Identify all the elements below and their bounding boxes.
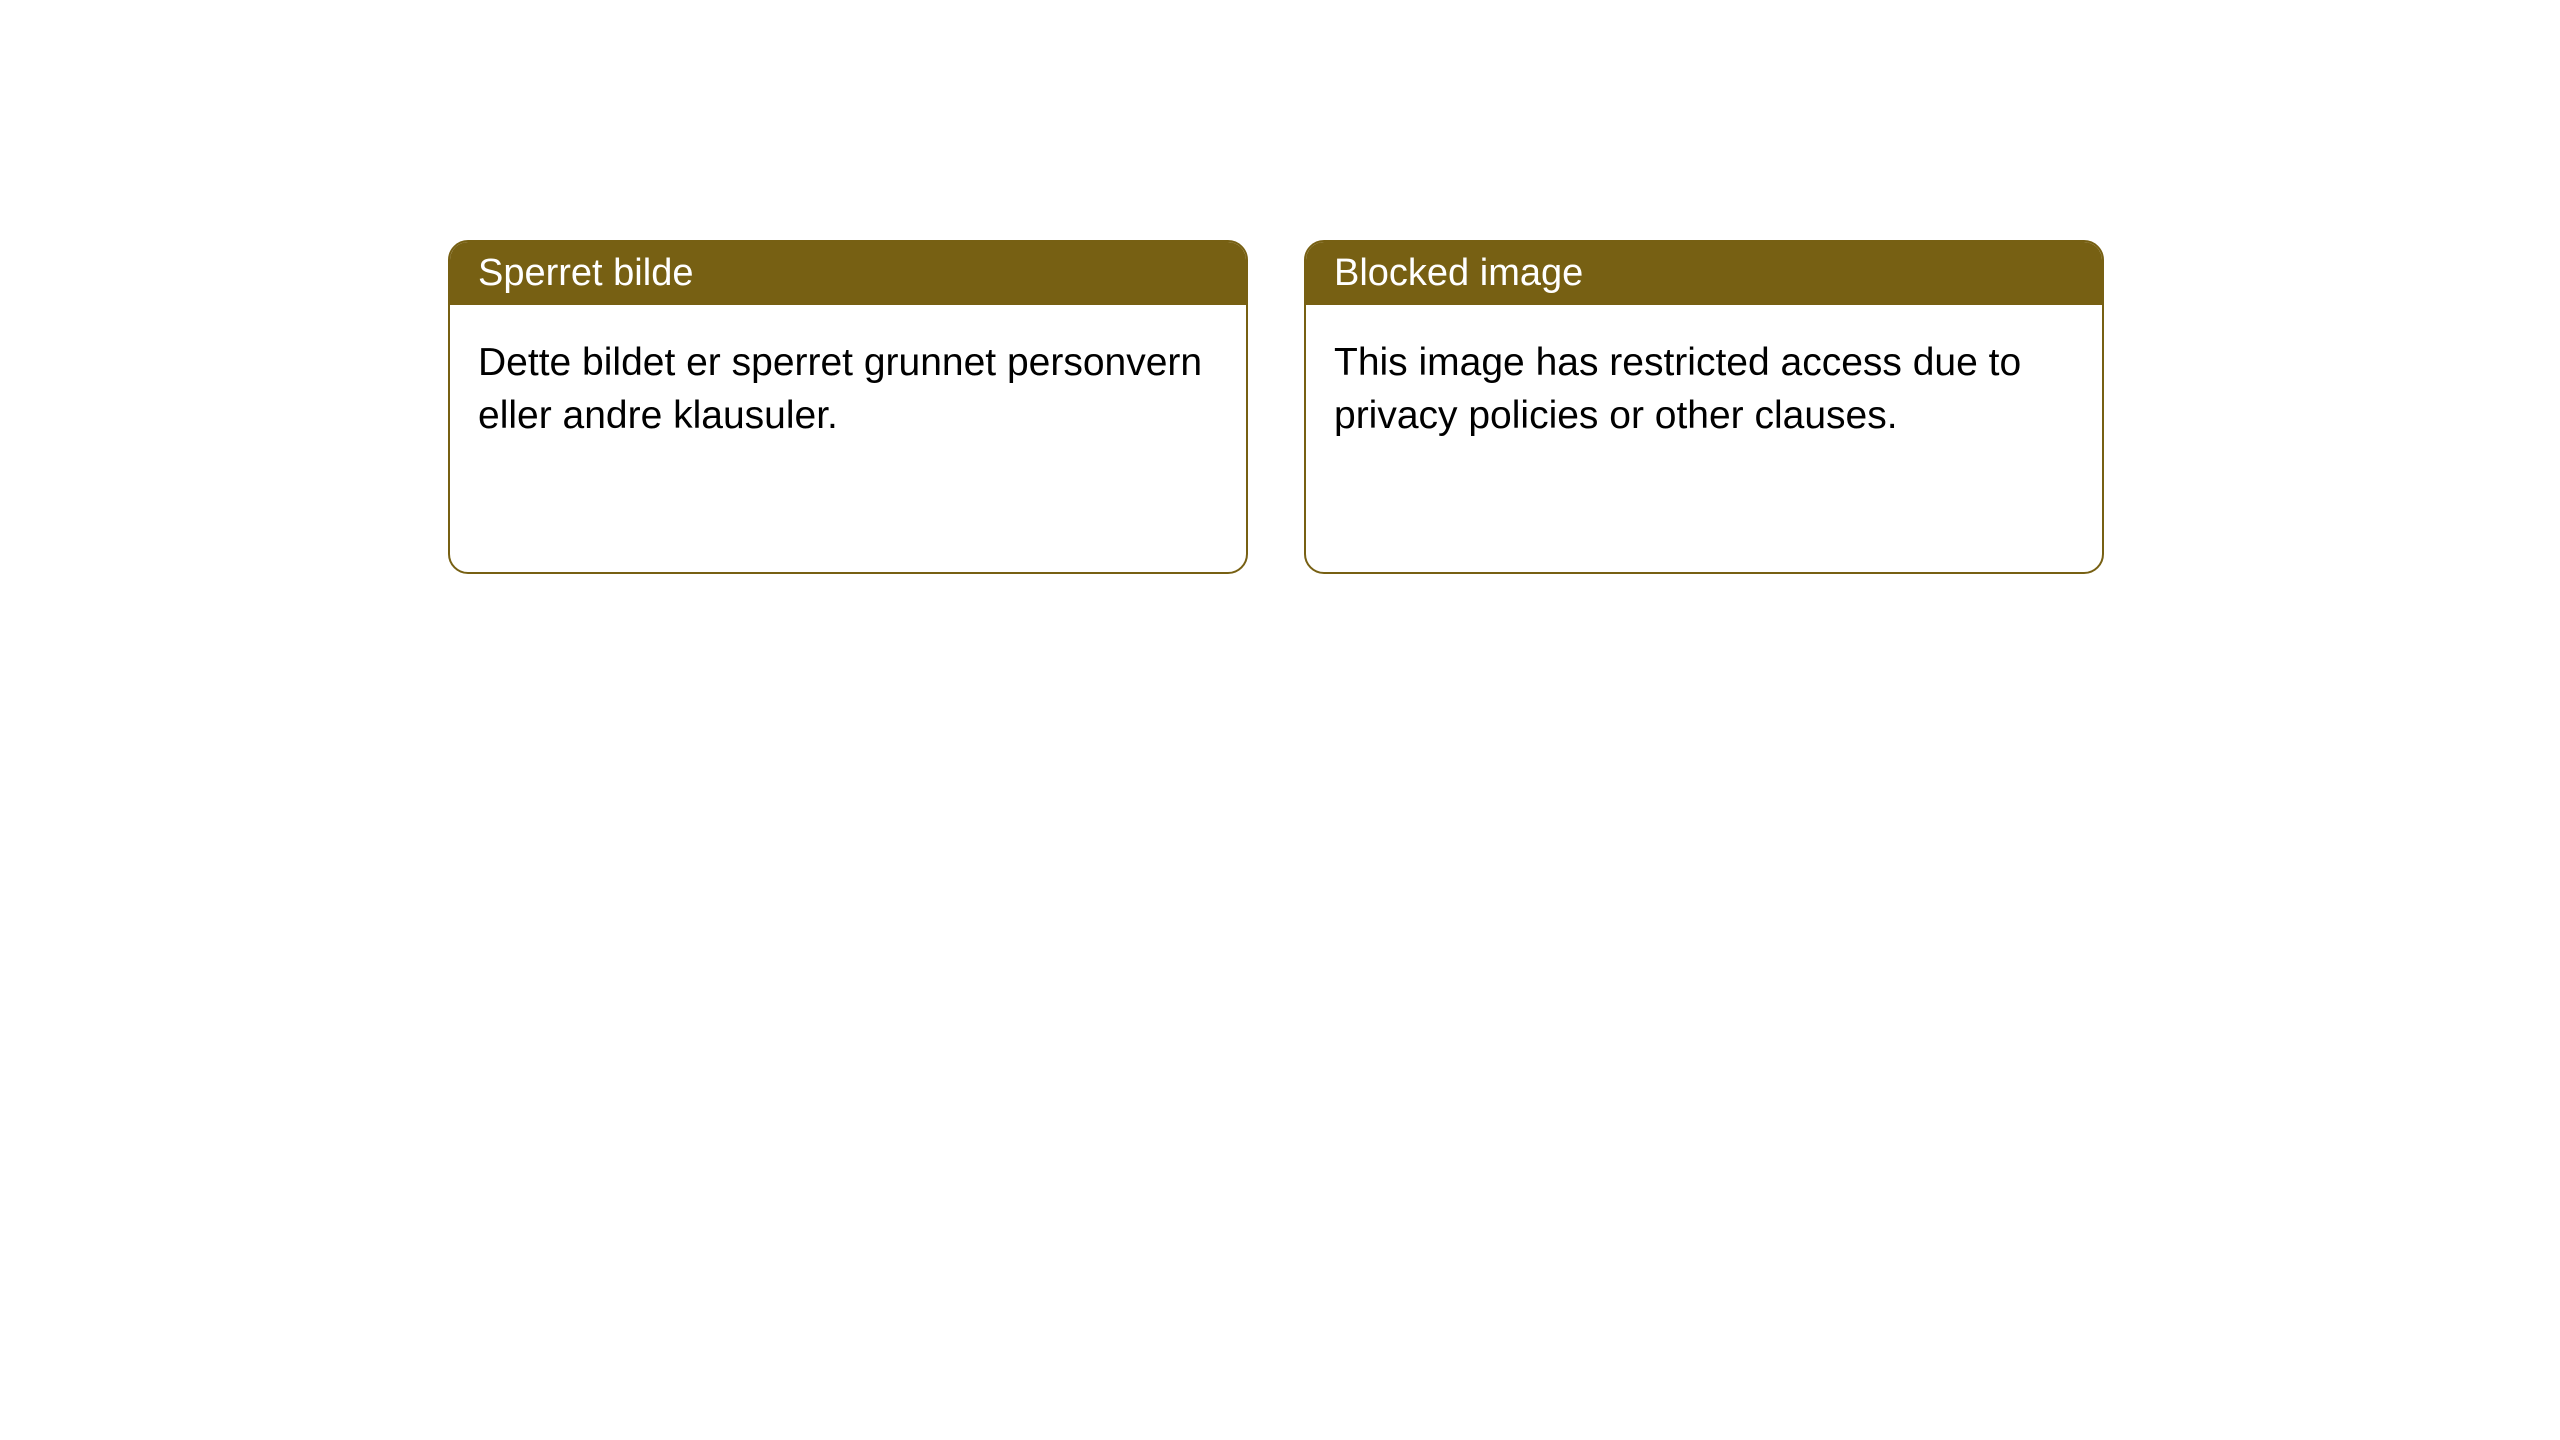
notice-body-english: This image has restricted access due to … (1306, 305, 2102, 474)
notice-card-norwegian: Sperret bilde Dette bildet er sperret gr… (448, 240, 1248, 574)
notice-card-english: Blocked image This image has restricted … (1304, 240, 2104, 574)
notice-title-english: Blocked image (1306, 242, 2102, 305)
notice-container: Sperret bilde Dette bildet er sperret gr… (0, 0, 2560, 574)
notice-title-norwegian: Sperret bilde (450, 242, 1246, 305)
notice-body-norwegian: Dette bildet er sperret grunnet personve… (450, 305, 1246, 474)
